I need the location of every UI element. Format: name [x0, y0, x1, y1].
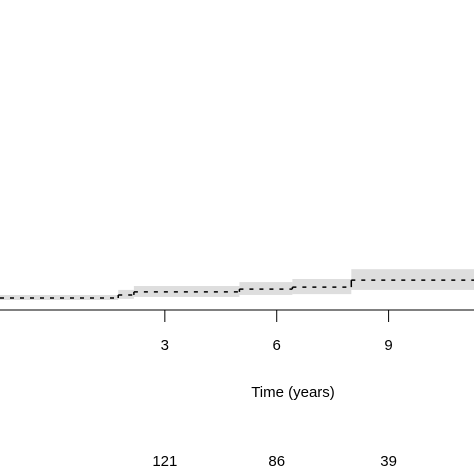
confidence-band	[0, 294, 119, 300]
at-risk-count: 39	[380, 453, 397, 470]
x-tick-label: 3	[161, 337, 169, 354]
confidence-band	[292, 279, 352, 295]
x-axis-label: Time (years)	[251, 384, 335, 401]
confidence-band	[118, 289, 134, 299]
at-risk-count: 86	[268, 453, 285, 470]
x-tick-label: 9	[384, 337, 392, 354]
x-tick-label: 6	[273, 337, 281, 354]
confidence-band	[239, 282, 293, 295]
at-risk-count: 121	[152, 453, 177, 470]
